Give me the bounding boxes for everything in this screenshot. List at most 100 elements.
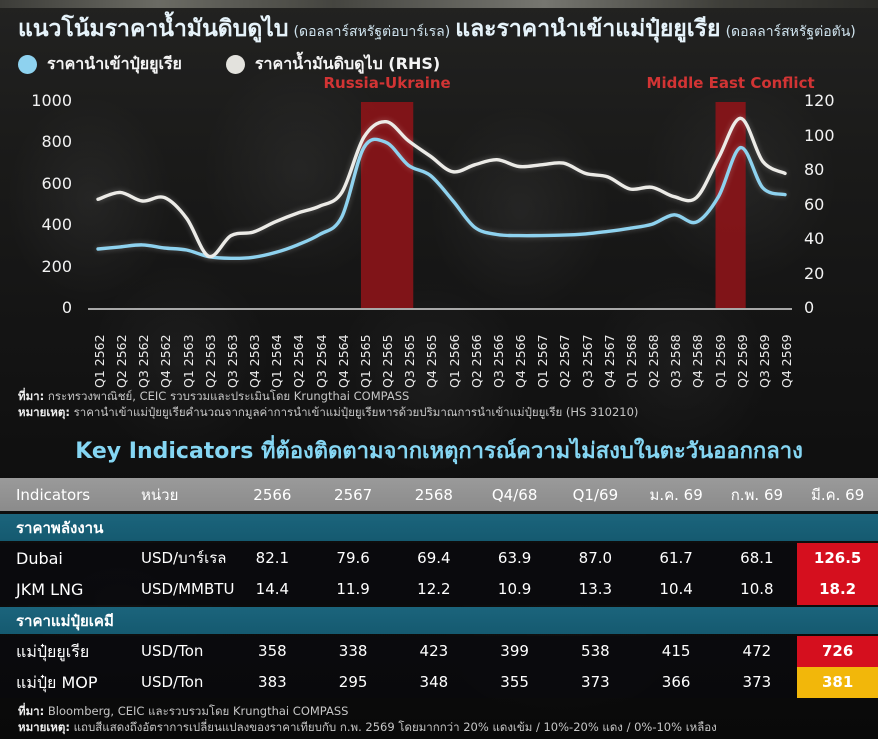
table-row: แม่ปุ๋ย MOP USD/Ton 383 295 348 355 373 366 373 3… — [0, 667, 878, 698]
x-axis-label: Q1 2562 — [92, 334, 107, 388]
x-axis-label: Q4 2565 — [424, 334, 440, 388]
chart-source-note: ที่มา: กระทรวงพาณิชย์, CEIC รวบรวมและประ… — [18, 388, 409, 406]
table-section-header: ราคาพลังงาน — [0, 514, 878, 541]
x-axis-label: Q3 2565 — [402, 334, 418, 388]
y-axis-label-left: 200 — [41, 256, 72, 276]
x-axis-label: Q3 2563 — [224, 334, 240, 388]
value-cell: 69.4 — [417, 549, 451, 567]
page-title: แนวโน้มราคาน้ำมันดิบดูไบ (ดอลลาร์สหรัฐต่… — [18, 13, 868, 48]
value-cell: 87.0 — [578, 549, 613, 567]
value-cell: 14.4 — [255, 580, 290, 598]
title-urea-unit: (ดอลลาร์สหรัฐต่อตัน) — [725, 24, 856, 40]
value-cell: 381 — [797, 667, 878, 698]
title-urea: และราคานำเข้าแม่ปุ๋ยยูเรีย — [455, 16, 721, 42]
y-axis-label-left: 400 — [41, 215, 72, 235]
x-axis-label: Q4 2569 — [779, 334, 794, 388]
value-cell: 726 — [797, 636, 878, 667]
value-cell: 18.2 — [797, 574, 878, 605]
column-header: 2566 — [253, 485, 292, 504]
value-cell: 355 — [500, 673, 529, 691]
column-header: มี.ค. 69 — [810, 485, 865, 504]
legend-label-dubai: ราคาน้ำมันดิบดูไบ (RHS) — [254, 54, 441, 73]
column-header: 2568 — [414, 485, 453, 504]
value-cell: 383 — [258, 673, 287, 691]
y-axis-label-right: 0 — [804, 298, 815, 317]
table-note-label: หมายเหตุ: — [18, 720, 70, 734]
y-axis-label-right: 40 — [804, 229, 825, 248]
row-name-cell: JKM LNG — [16, 580, 84, 599]
annotation-middle-east: Middle East Conflict — [646, 74, 815, 92]
table-row: แม่ปุ๋ยยูเรีย USD/Ton 358 338 423 399 538 415 47… — [0, 636, 878, 667]
row-name-cell: แม่ปุ๋ย MOP — [16, 673, 98, 692]
source-text: กระทรวงพาณิชย์, CEIC รวบรวมและประเมินโดย… — [47, 389, 410, 403]
x-axis-label: Q1 2569 — [712, 334, 728, 388]
legend-dot-urea-icon — [18, 55, 37, 74]
column-header: Q4/68 — [491, 485, 538, 504]
legend-item-urea: ราคานำเข้าปุ๋ยยูเรีย — [18, 52, 182, 77]
x-axis-label: Q3 2569 — [756, 334, 772, 388]
source-label: ที่มา: — [18, 389, 45, 403]
legend-label-urea: ราคานำเข้าปุ๋ยยูเรีย — [47, 54, 182, 73]
table-legend-note: หมายเหตุ: แถบสีแสดงถึงอัตราการเปลี่ยนแปล… — [18, 719, 717, 737]
value-cell: 13.3 — [578, 580, 613, 598]
y-axis-label-right: 120 — [804, 91, 835, 110]
row-name-cell: แม่ปุ๋ยยูเรีย — [16, 642, 90, 661]
y-axis-label-right: 60 — [804, 194, 825, 214]
dubai-oil-line — [96, 116, 787, 259]
x-axis-label: Q3 2566 — [490, 334, 506, 388]
table-source-label: ที่มา: — [18, 704, 45, 718]
value-cell: 12.2 — [417, 580, 451, 598]
table-source-text: Bloomberg, CEIC และรวบรวมโดย Krungthai C… — [47, 704, 349, 718]
value-cell: 79.6 — [336, 549, 370, 567]
value-cell: 538 — [581, 642, 610, 660]
table-section-header: ราคาแม่ปุ๋ยเคมี — [0, 607, 878, 634]
column-header: ก.พ. 69 — [730, 485, 784, 504]
value-cell: 68.1 — [740, 549, 774, 567]
title-oil: แนวโน้มราคาน้ำมันดิบดูไบ — [18, 16, 289, 42]
column-header: Q1/69 — [572, 485, 619, 504]
value-cell: 399 — [500, 642, 529, 660]
x-axis-label: Q1 2567 — [535, 334, 551, 388]
column-header: หน่วย — [141, 485, 179, 504]
table-header-row: Indicators หน่วย 2566 2567 2568 Q4/68 Q1/69 ม.ค… — [0, 478, 878, 511]
row-unit-cell: USD/Ton — [141, 673, 204, 691]
y-axis-label-left: 0 — [61, 298, 72, 317]
table-title: Key Indicators ที่ต้องติดตามจากเหตุการณ์… — [75, 439, 803, 464]
x-axis-label: Q3 2567 — [579, 334, 595, 388]
x-axis-label: Q4 2563 — [247, 334, 263, 388]
x-axis-label: Q4 2568 — [690, 334, 706, 388]
value-cell: 10.4 — [659, 580, 693, 598]
conflict-band — [715, 102, 746, 308]
row-name-cell: Dubai — [16, 549, 63, 568]
x-axis-label: Q2 2564 — [291, 334, 307, 388]
value-cell: 373 — [742, 673, 772, 691]
value-cell: 295 — [338, 673, 368, 691]
line-chart: 1000 800 600 400 200 0 120 100 80 60 40 20 0 Q1 256… — [31, 74, 835, 388]
table-note-text: แถบสีแสดงถึงอัตราการเปลี่ยนแปลงของราคาเท… — [73, 720, 717, 734]
column-header: ม.ค. 69 — [649, 485, 703, 504]
value-cell: 366 — [661, 673, 691, 691]
x-axis-label: Q2 2567 — [557, 334, 573, 388]
x-axis-label: Q2 2565 — [380, 334, 396, 388]
table-source-note: ที่มา: Bloomberg, CEIC และรวบรวมโดย Krun… — [18, 703, 348, 721]
x-axis-label: Q3 2562 — [136, 334, 152, 388]
x-axis-label: Q1 2566 — [446, 334, 462, 388]
value-cell: 63.9 — [497, 549, 532, 567]
legend-item-dubai: ราคาน้ำมันดิบดูไบ (RHS) — [225, 52, 441, 77]
note-label: หมายเหตุ: — [18, 405, 70, 419]
value-cell: 358 — [258, 642, 287, 660]
row-unit-cell: USD/Ton — [141, 642, 204, 660]
note-text: ราคานำเข้าแม่ปุ๋ยยูเรียคำนวณจากมูลค่าการ… — [73, 405, 639, 419]
row-unit-cell: USD/บาร์เรล — [141, 549, 227, 567]
y-axis-label-right: 100 — [804, 125, 835, 145]
x-axis-label: Q2 2566 — [468, 334, 484, 388]
x-axis-label: Q1 2564 — [269, 334, 285, 388]
row-unit-cell: USD/MMBTU — [141, 580, 235, 598]
x-axis-label: Q2 2569 — [734, 334, 750, 388]
value-cell: 415 — [661, 642, 691, 660]
table-row: Dubai USD/บาร์เรล 82.1 79.6 69.4 63.9 87.0 61.7… — [0, 543, 878, 574]
x-axis-label: Q4 2564 — [335, 334, 351, 388]
key-indicators-table: Indicators หน่วย 2566 2567 2568 Q4/68 Q1/69 ม.ค… — [0, 478, 878, 700]
title-oil-unit: (ดอลลาร์สหรัฐต่อบาร์เรล) — [293, 24, 451, 40]
